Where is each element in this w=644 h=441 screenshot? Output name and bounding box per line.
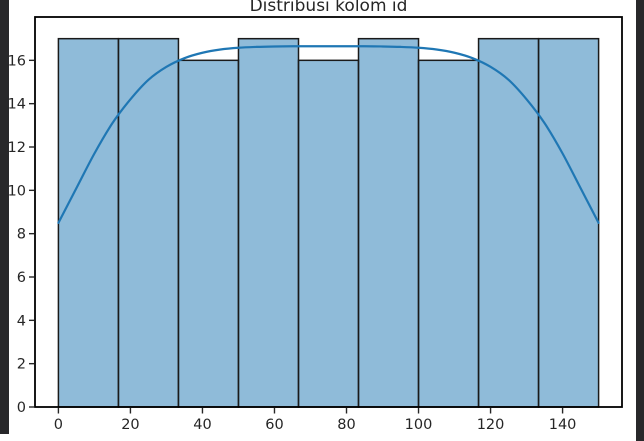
histogram-bar (57, 37, 120, 408)
y-tick-label: 8 (17, 227, 26, 243)
y-tick-label: 4 (17, 313, 26, 329)
y-tick-label: 14 (9, 97, 26, 113)
x-tick-label: 60 (265, 417, 283, 433)
histogram-chart: 0 20 40 60 80 100 120 140 0 2 4 6 8 10 12 14 16 Distribu… (9, 0, 623, 433)
x-tick-label: 0 (54, 417, 63, 433)
x-tick-label: 20 (121, 417, 139, 433)
y-tick-label: 0 (17, 400, 26, 416)
y-tick-label: 12 (9, 140, 26, 156)
histogram-bar (417, 59, 480, 408)
chart-title: Distribusi kolom id (250, 0, 408, 16)
histogram-bar (237, 37, 300, 408)
chart-layers: 0 20 40 60 80 100 120 140 0 2 4 6 8 10 12 14 16 (9, 16, 623, 433)
histogram-bar (357, 37, 420, 408)
window-right-edge (636, 0, 644, 441)
histogram-bar (297, 59, 360, 408)
histogram-bar (477, 37, 540, 408)
axes-frame (34, 16, 623, 408)
x-tick-label: 100 (405, 417, 433, 433)
x-tick-label: 80 (337, 417, 355, 433)
x-tick-label: 140 (549, 417, 577, 433)
histogram-bar (177, 59, 240, 408)
histogram-bar (537, 37, 600, 408)
x-tick-label: 40 (193, 417, 211, 433)
y-tick-label: 2 (17, 357, 26, 373)
matplotlib-figure: 0 20 40 60 80 100 120 140 0 2 4 6 8 10 12 14 16 Distribu… (9, 0, 636, 441)
y-tick-label: 10 (9, 183, 26, 199)
histogram-bar (117, 37, 180, 408)
window-left-edge (0, 0, 9, 434)
kde-curve (57, 45, 600, 224)
y-tick-label: 6 (17, 270, 26, 286)
y-tick-label: 16 (9, 53, 26, 69)
x-tick-label: 120 (477, 417, 505, 433)
